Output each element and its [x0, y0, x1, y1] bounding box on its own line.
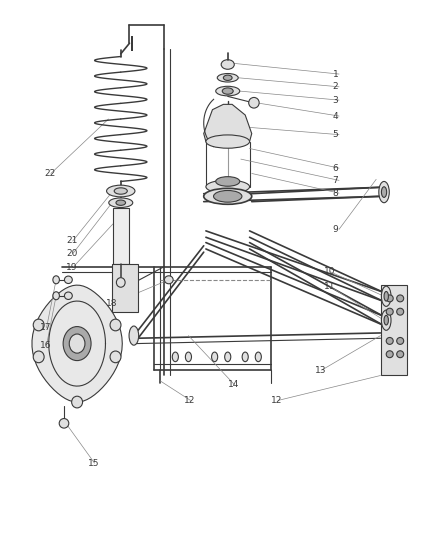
- Ellipse shape: [249, 98, 259, 108]
- Ellipse shape: [110, 351, 121, 363]
- Ellipse shape: [255, 352, 261, 362]
- Bar: [381, 285, 407, 375]
- Ellipse shape: [386, 295, 393, 302]
- Ellipse shape: [397, 308, 404, 315]
- Text: 15: 15: [88, 459, 99, 467]
- Ellipse shape: [384, 292, 389, 301]
- Text: 3: 3: [332, 95, 338, 104]
- Text: 12: 12: [272, 396, 283, 405]
- Text: 1: 1: [332, 70, 338, 78]
- Text: 8: 8: [332, 189, 338, 198]
- Ellipse shape: [381, 310, 391, 330]
- Text: 12: 12: [184, 396, 195, 405]
- Ellipse shape: [206, 180, 250, 193]
- Ellipse shape: [214, 190, 242, 202]
- Bar: [112, 264, 138, 312]
- Ellipse shape: [397, 337, 404, 344]
- Text: 18: 18: [106, 299, 117, 308]
- Ellipse shape: [129, 326, 139, 345]
- Ellipse shape: [206, 135, 250, 148]
- Ellipse shape: [242, 352, 248, 362]
- Circle shape: [69, 334, 85, 353]
- Ellipse shape: [217, 74, 238, 82]
- Ellipse shape: [386, 337, 393, 344]
- Text: 4: 4: [332, 111, 338, 120]
- Ellipse shape: [222, 88, 233, 94]
- Ellipse shape: [172, 352, 178, 362]
- Text: 6: 6: [332, 164, 338, 173]
- Ellipse shape: [386, 308, 393, 315]
- Ellipse shape: [185, 352, 191, 362]
- Ellipse shape: [397, 295, 404, 302]
- Text: 17: 17: [40, 323, 52, 332]
- Ellipse shape: [379, 181, 389, 203]
- Text: 20: 20: [66, 249, 78, 259]
- Ellipse shape: [117, 278, 125, 287]
- Ellipse shape: [114, 188, 127, 194]
- Ellipse shape: [33, 351, 44, 363]
- Ellipse shape: [216, 86, 240, 96]
- Ellipse shape: [204, 188, 252, 204]
- Ellipse shape: [110, 319, 121, 331]
- Polygon shape: [204, 104, 252, 142]
- Ellipse shape: [64, 292, 72, 300]
- Ellipse shape: [72, 396, 82, 408]
- Text: 11: 11: [324, 282, 335, 291]
- Ellipse shape: [384, 316, 389, 325]
- Text: 13: 13: [315, 366, 327, 375]
- Ellipse shape: [397, 351, 404, 358]
- Circle shape: [63, 327, 91, 361]
- Ellipse shape: [109, 198, 133, 207]
- Text: 14: 14: [228, 380, 239, 389]
- Text: 22: 22: [44, 169, 56, 178]
- Text: 16: 16: [40, 341, 52, 350]
- Ellipse shape: [212, 352, 218, 362]
- Text: 2: 2: [332, 82, 338, 91]
- Text: 9: 9: [332, 225, 338, 234]
- Polygon shape: [32, 285, 122, 402]
- Text: 21: 21: [66, 237, 78, 246]
- Ellipse shape: [106, 185, 135, 197]
- Ellipse shape: [223, 75, 232, 80]
- Ellipse shape: [164, 276, 173, 284]
- Ellipse shape: [116, 200, 126, 205]
- Ellipse shape: [221, 60, 234, 69]
- Text: 19: 19: [66, 263, 78, 272]
- Ellipse shape: [33, 319, 44, 331]
- Ellipse shape: [64, 276, 72, 284]
- Text: 7: 7: [332, 176, 338, 185]
- Ellipse shape: [225, 352, 231, 362]
- Ellipse shape: [381, 286, 391, 306]
- Text: 5: 5: [332, 130, 338, 139]
- Ellipse shape: [53, 276, 60, 284]
- Ellipse shape: [381, 187, 387, 197]
- Bar: [113, 208, 129, 264]
- Ellipse shape: [59, 418, 69, 428]
- Ellipse shape: [386, 351, 393, 358]
- Text: 10: 10: [324, 268, 335, 276]
- Ellipse shape: [53, 292, 60, 300]
- Ellipse shape: [216, 176, 240, 186]
